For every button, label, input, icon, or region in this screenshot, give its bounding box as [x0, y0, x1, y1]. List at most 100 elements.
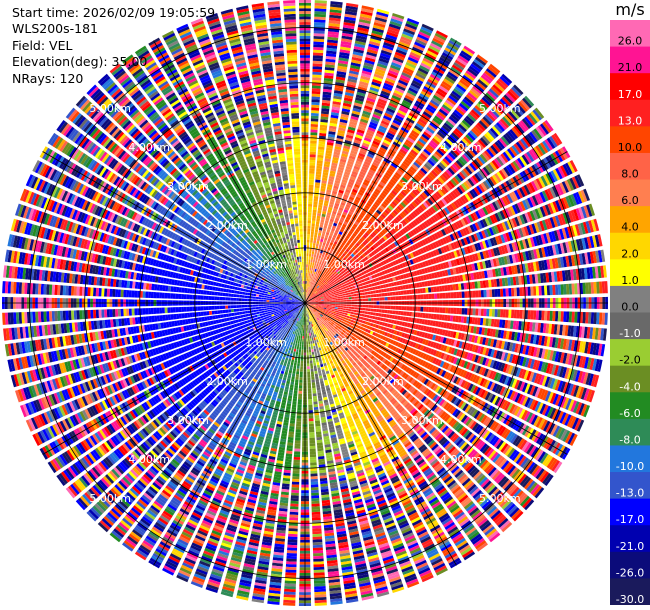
velocity-gate	[343, 209, 349, 214]
velocity-gate	[306, 245, 310, 249]
velocity-gate	[331, 308, 335, 310]
velocity-gate	[344, 312, 348, 316]
velocity-gate	[362, 295, 366, 299]
velocity-gate	[351, 113, 360, 118]
velocity-gate	[306, 294, 307, 298]
velocity-gate	[379, 297, 383, 301]
velocity-gate	[371, 143, 379, 149]
velocity-gate	[475, 290, 479, 298]
velocity-gate	[316, 218, 321, 222]
velocity-gate	[308, 289, 310, 293]
velocity-gate	[314, 19, 326, 23]
velocity-gate	[349, 176, 356, 181]
velocity-gate	[390, 64, 401, 71]
velocity-gate	[317, 149, 325, 153]
velocity-gate	[360, 75, 371, 81]
velocity-gate	[354, 99, 364, 105]
velocity-gate	[513, 287, 517, 297]
velocity-gate	[307, 217, 312, 221]
velocity-gate	[381, 305, 385, 309]
velocity-gate	[544, 285, 548, 296]
velocity-gate	[359, 81, 369, 87]
velocity-gate	[310, 129, 318, 133]
velocity-gate	[343, 317, 347, 320]
velocity-gate	[316, 168, 322, 172]
velocity-gate	[372, 113, 381, 120]
velocity-gate	[330, 230, 335, 235]
velocity-gate	[371, 116, 380, 122]
velocity-gate	[352, 142, 361, 147]
velocity-gate	[344, 168, 352, 173]
velocity-gate	[307, 267, 310, 271]
velocity-gate	[353, 102, 363, 108]
velocity-gate	[332, 225, 337, 230]
velocity-gate	[360, 115, 370, 121]
velocity-gate	[376, 130, 385, 136]
velocity-gate	[308, 272, 311, 276]
velocity-gate	[552, 311, 556, 322]
velocity-gate	[329, 301, 333, 303]
velocity-gate	[337, 304, 341, 306]
velocity-gate	[314, 232, 318, 236]
velocity-gate	[332, 299, 336, 301]
velocity-gate	[332, 210, 337, 215]
velocity-gate	[372, 24, 385, 31]
velocity-gate	[361, 289, 365, 293]
velocity-gate	[329, 14, 341, 19]
velocity-gate	[335, 76, 346, 81]
velocity-gate	[308, 195, 313, 199]
velocity-gate	[337, 298, 341, 301]
velocity-gate	[450, 292, 454, 299]
velocity-gate	[363, 62, 374, 68]
velocity-gate	[319, 241, 323, 245]
velocity-gate	[337, 129, 346, 135]
velocity-gate	[341, 32, 354, 38]
velocity-gate	[319, 264, 323, 269]
velocity-gate	[322, 174, 328, 179]
velocity-gate	[400, 290, 404, 295]
velocity-gate	[364, 288, 368, 292]
velocity-gate	[316, 163, 323, 167]
velocity-gate	[357, 27, 369, 33]
velocity-gate	[312, 242, 316, 247]
velocity-gate	[316, 254, 319, 259]
velocity-gate	[397, 310, 402, 315]
velocity-gate	[306, 286, 308, 290]
velocity-sectors	[1, 0, 609, 607]
velocity-gate	[347, 311, 351, 314]
velocity-gate	[326, 214, 331, 219]
velocity-gate	[334, 146, 342, 151]
velocity-gate	[309, 148, 317, 152]
velocity-gate	[305, 286, 307, 290]
velocity-gate	[322, 172, 329, 176]
velocity-gate	[346, 304, 350, 307]
velocity-gate	[334, 297, 338, 299]
velocity-gate	[434, 307, 438, 313]
velocity-gate	[364, 158, 372, 164]
velocity-gate	[318, 202, 323, 206]
velocity-gate	[394, 286, 398, 291]
velocity-gate	[494, 309, 498, 317]
velocity-gate	[343, 300, 347, 302]
velocity-gate	[332, 190, 338, 195]
velocity-gate	[318, 229, 322, 234]
velocity-gate	[391, 315, 396, 320]
velocity-gate	[327, 209, 332, 214]
velocity-gate	[403, 290, 407, 295]
velocity-gate	[346, 287, 350, 291]
velocity-gate	[311, 113, 319, 117]
velocity-gate	[310, 278, 312, 282]
velocity-gate	[425, 313, 429, 319]
velocity-gate	[354, 163, 362, 168]
velocity-gate	[390, 18, 403, 25]
velocity-gate	[337, 309, 341, 312]
velocity-gate	[356, 129, 365, 134]
velocity-gate	[375, 14, 388, 20]
velocity-gate	[310, 115, 319, 119]
velocity-gate	[328, 128, 337, 133]
velocity-gate	[351, 306, 355, 310]
velocity-gate	[310, 121, 319, 125]
velocity-gate	[341, 314, 345, 317]
velocity-gate	[313, 204, 318, 208]
velocity-gate	[360, 10, 373, 16]
